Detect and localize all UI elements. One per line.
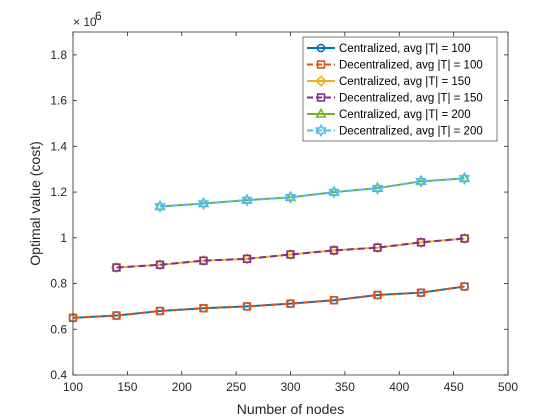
legend-entry: Decentralized, avg |T| = 100: [307, 60, 483, 72]
legend-entry: Decentralized, avg |T| = 150: [307, 93, 483, 105]
x-tick-label: 400: [389, 380, 409, 394]
data-point: [373, 243, 382, 252]
y-exponent-base: × 10: [73, 15, 97, 29]
legend: Centralized, avg |T| = 100 Decentralized,…: [302, 36, 498, 142]
y-tick-label: 1.2: [50, 185, 67, 199]
data-point: [112, 263, 121, 272]
data-point: [373, 290, 382, 300]
data-point: [284, 190, 297, 204]
y-tick-label: 1: [60, 231, 67, 245]
data-point: [328, 185, 340, 199]
data-point: [155, 260, 165, 269]
y-tick-label: 0.6: [50, 322, 67, 336]
y-axis-label: Optimal value (cost): [27, 141, 43, 265]
series-4: [112, 234, 469, 272]
x-tick-label: 150: [117, 380, 137, 394]
data-point: [199, 256, 208, 265]
series-line: [159, 177, 465, 208]
data-point: [460, 234, 469, 243]
data-point: [241, 193, 253, 207]
series-line: [116, 237, 465, 269]
legend-label: Decentralized, avg |T| = 100: [339, 60, 483, 72]
data-point: [154, 199, 166, 214]
ticks-layer: 100 150 200 250 300 350 400 450 500 0.4 0.6 0.8 1 1.2…: [50, 32, 518, 394]
data-point: [416, 288, 426, 297]
legend-swatch-marker: [316, 43, 326, 53]
y-tick-label: 1.8: [50, 48, 67, 62]
series-line: [72, 285, 465, 319]
legend-swatch-marker: [316, 93, 326, 102]
data-point: [112, 311, 121, 320]
x-tick-label: 300: [280, 380, 300, 394]
x-axis-label: Number of nodes: [237, 401, 344, 417]
x-tick-label: 250: [226, 380, 246, 394]
x-tick-label: 500: [498, 380, 518, 394]
legend-entry: Centralized, avg |T| = 150: [307, 75, 471, 88]
y-tick-label: 1.4: [50, 139, 67, 153]
data-point: [199, 304, 208, 313]
y-exponent-power: 6: [95, 9, 102, 23]
series-6: [154, 171, 471, 214]
legend-entry: Centralized, avg |T| = 200: [307, 107, 471, 121]
data-point: [286, 250, 295, 259]
data-point: [155, 306, 165, 316]
data-point: [371, 181, 384, 195]
series-layer: [68, 171, 471, 323]
data-point: [242, 302, 252, 311]
data-point: [329, 246, 339, 255]
legend-label: Centralized, avg |T| = 100: [339, 43, 471, 55]
x-tick-label: 200: [172, 380, 192, 394]
data-point: [329, 296, 339, 305]
data-point: [415, 174, 427, 188]
data-point: [460, 282, 469, 291]
legend-label: Decentralized, avg |T| = 200: [339, 126, 483, 138]
y-tick-label: 0.8: [50, 277, 67, 291]
x-tick-label: 450: [444, 380, 464, 394]
data-point: [458, 171, 471, 185]
legend-swatch-marker: [315, 75, 327, 87]
legend-box: [302, 36, 498, 142]
legend-swatch-marker: [316, 60, 326, 69]
x-tick-label: 100: [63, 380, 83, 394]
data-point: [197, 196, 210, 211]
legend-label: Centralized, avg |T| = 200: [339, 109, 471, 121]
legend-swatch-marker: [315, 107, 327, 118]
y-tick-label: 0.4: [50, 368, 67, 382]
legend-entry: Decentralized, avg |T| = 200: [307, 123, 483, 138]
data-point: [286, 299, 295, 308]
legend-entry: Centralized, avg |T| = 100: [307, 43, 471, 55]
data-point: [242, 254, 252, 264]
legend-swatch-marker: [315, 123, 327, 138]
x-tick-label: 350: [335, 380, 355, 394]
y-tick-label: 1.6: [50, 94, 67, 108]
legend-label: Centralized, avg |T| = 150: [339, 76, 471, 88]
legend-label: Decentralized, avg |T| = 150: [339, 93, 483, 105]
data-point: [416, 238, 426, 247]
